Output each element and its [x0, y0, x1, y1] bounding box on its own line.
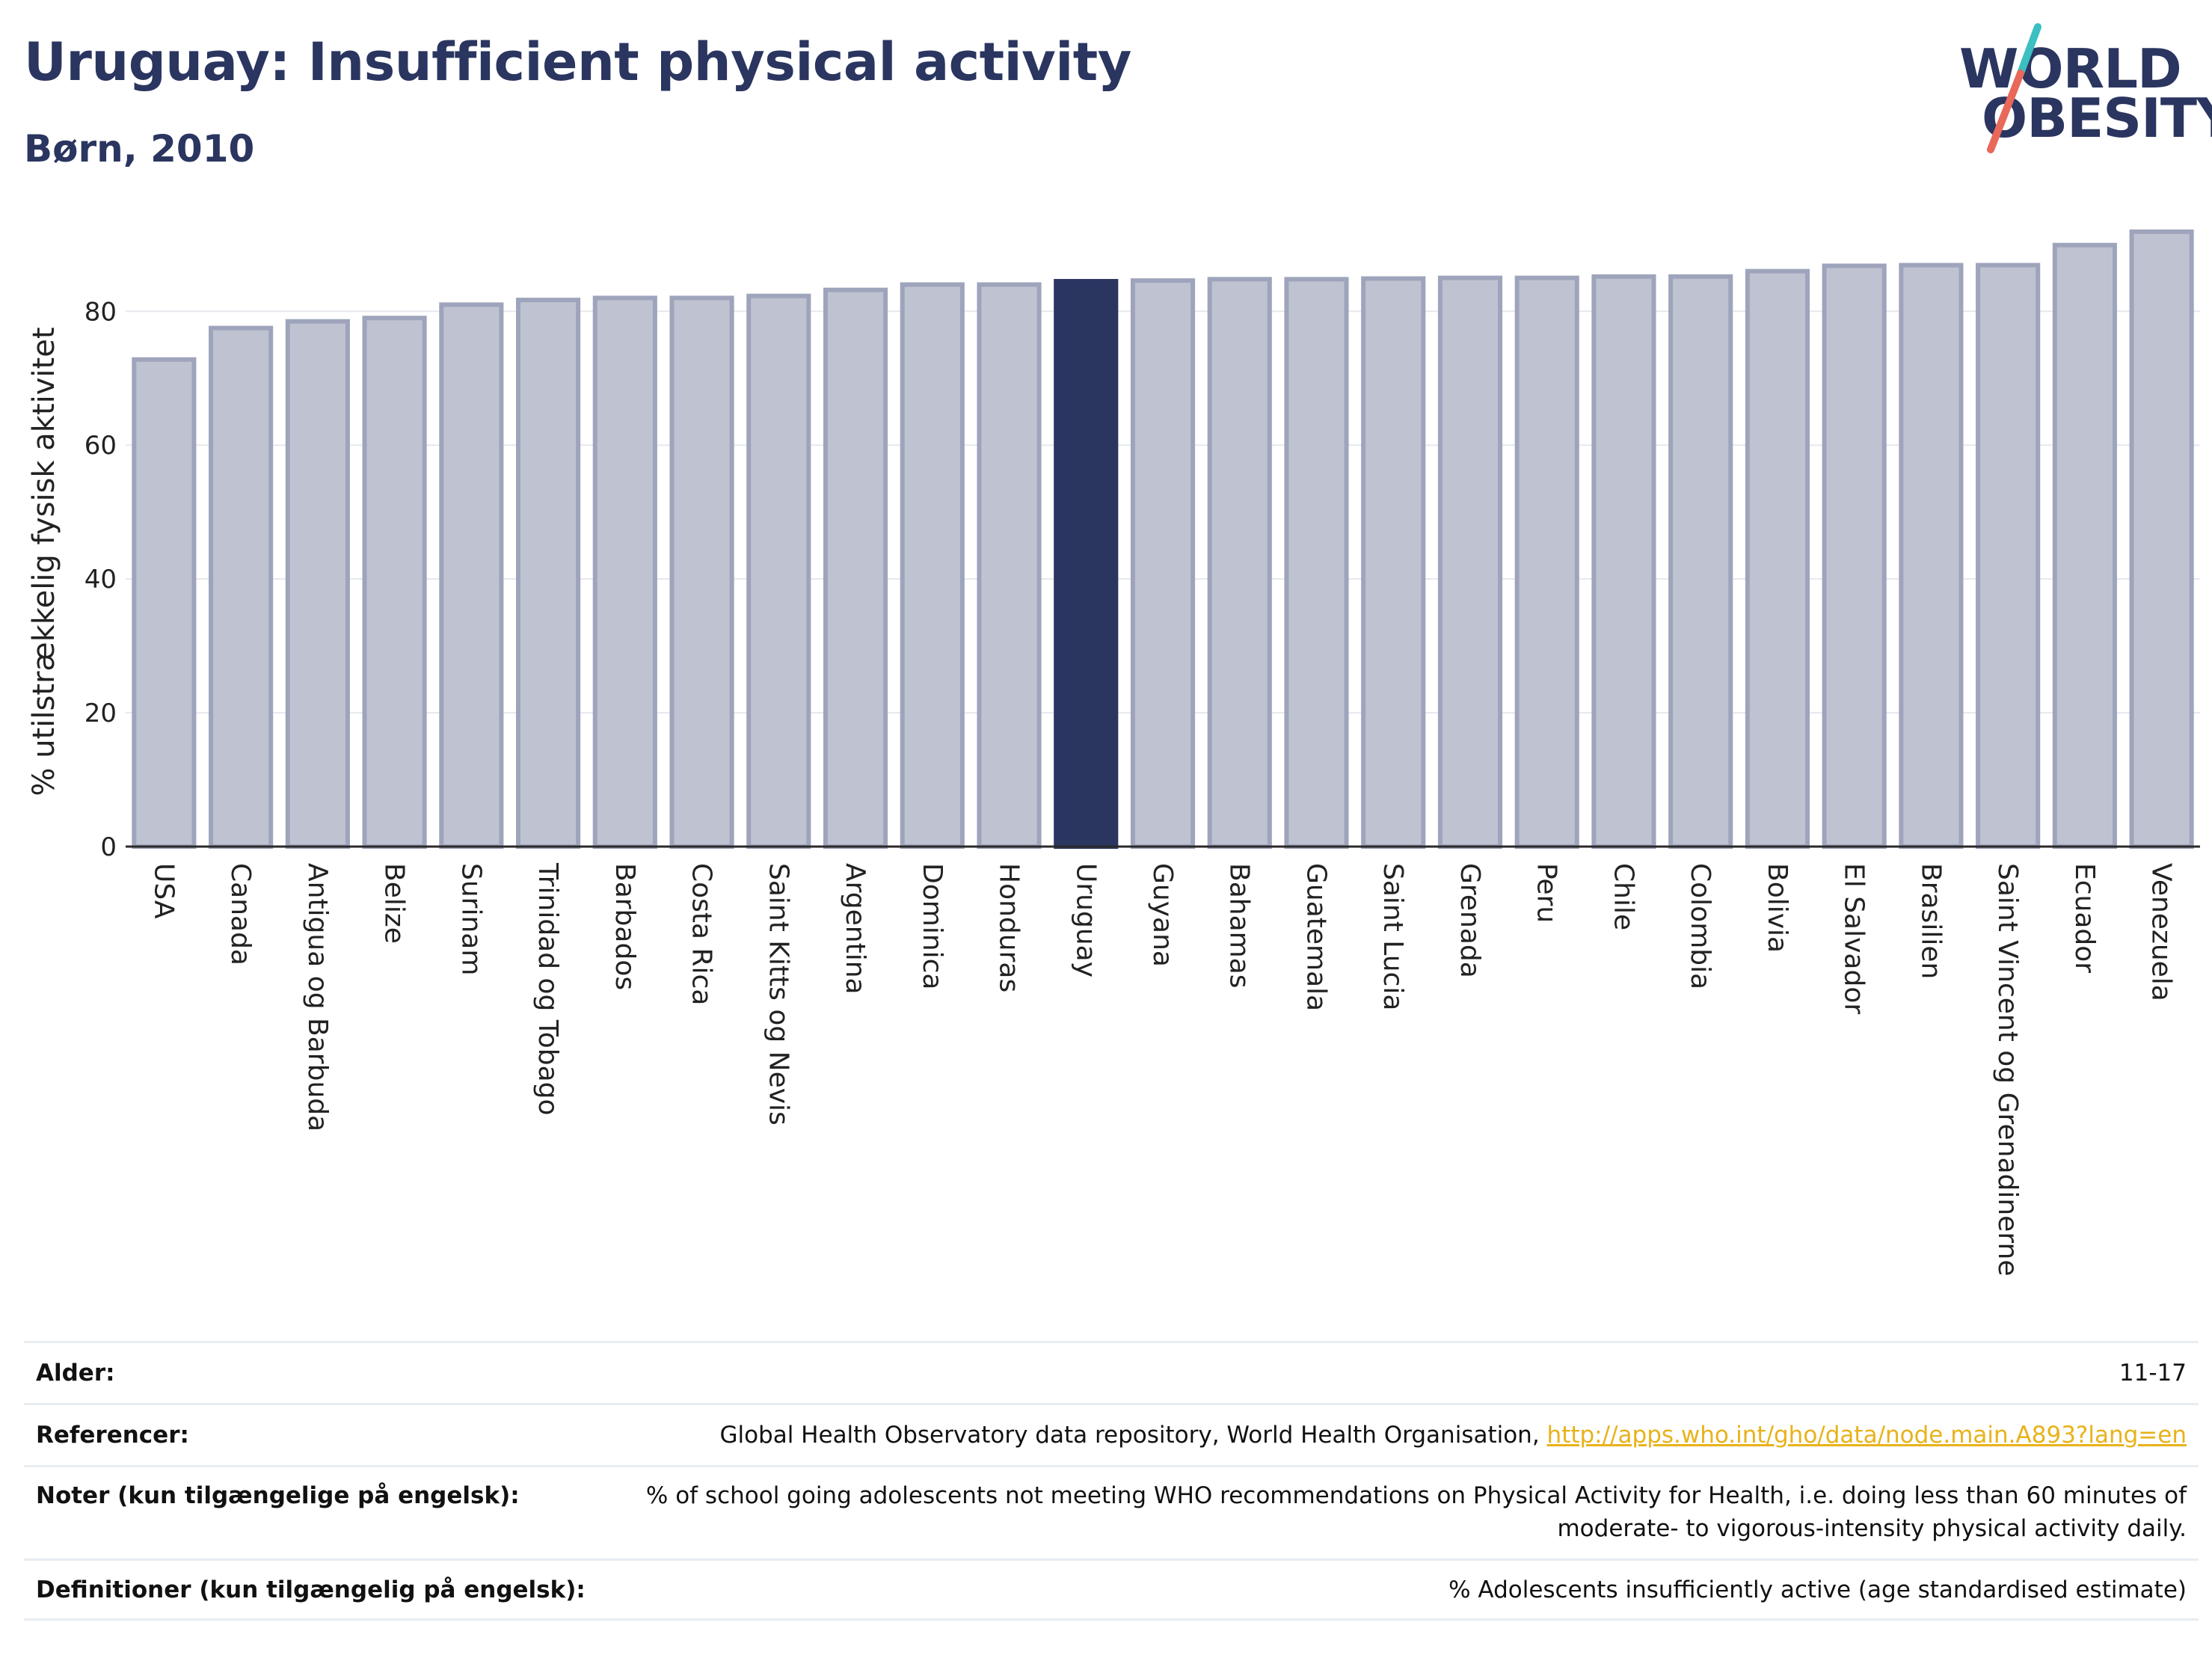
meta-row-definitions: Definitioner (kun tilgængelig på engelsk…	[24, 1559, 2199, 1621]
bar[interactable]	[1514, 275, 1579, 849]
bar[interactable]	[1976, 262, 2041, 850]
bar[interactable]	[977, 282, 1042, 850]
y-tick-label: 20	[85, 698, 117, 728]
x-tick-label: USA	[148, 863, 179, 919]
bar[interactable]	[1668, 274, 1733, 849]
metadata-table: Alder: 11-17 Referencer: Global Health O…	[24, 1341, 2199, 1621]
bar[interactable]	[285, 319, 350, 849]
x-tick-label: Canada	[225, 863, 256, 965]
bar[interactable]	[1591, 274, 1656, 849]
y-axis-label: % utilstrækkelig fysisk aktivitet	[27, 327, 61, 796]
bar[interactable]	[1054, 279, 1119, 849]
x-tick-label: Saint Vincent og Grenadinerne	[1992, 863, 2023, 1276]
x-tick-label: Trinidad og Tobago	[532, 862, 563, 1116]
x-tick-label: Saint Lucia	[1377, 863, 1408, 1010]
meta-label-definitions: Definitioner (kun tilgængelig på engelsk…	[36, 1576, 586, 1603]
logo-slash-icon	[1987, 23, 2042, 153]
x-tick-label: Peru	[1531, 863, 1562, 923]
meta-label-notes: Noter (kun tilgængelige på engelsk):	[36, 1482, 520, 1509]
meta-value-age: 11-17	[2119, 1360, 2187, 1387]
x-tick-label: Barbados	[609, 863, 640, 990]
meta-row-age: Alder: 11-17	[24, 1341, 2199, 1403]
bar[interactable]	[1130, 278, 1196, 849]
logo-line2: OBESITY	[1982, 87, 2212, 150]
x-tick-label: Argentina	[840, 863, 870, 995]
bar[interactable]	[1437, 275, 1503, 849]
y-tick-label: 80	[85, 297, 117, 327]
chart-title: Uruguay: Insufficient physical activity	[24, 31, 1131, 93]
meta-value-definitions: % Adolescents insufficiently active (age…	[1448, 1576, 2187, 1603]
x-tick-label: Bahamas	[1224, 863, 1255, 989]
x-tick-label: Guyana	[1147, 863, 1178, 967]
x-tick-label: Uruguay	[1070, 863, 1101, 977]
meta-value-references: Global Health Observatory data repositor…	[719, 1419, 2187, 1452]
x-tick-label: Grenada	[1454, 863, 1485, 978]
bar[interactable]	[516, 298, 581, 849]
meta-row-references: Referencer: Global Health Observatory da…	[24, 1403, 2199, 1465]
meta-label-references: Referencer:	[36, 1422, 189, 1449]
y-tick-label: 0	[100, 832, 117, 862]
chart-subtitle: Børn, 2010	[24, 127, 255, 171]
x-tick-label: Venezuela	[2146, 863, 2177, 1001]
y-tick-label: 60	[85, 431, 117, 461]
x-tick-label: Honduras	[994, 863, 1024, 992]
bar[interactable]	[1822, 263, 1887, 849]
bar[interactable]	[2129, 229, 2194, 849]
bar[interactable]	[439, 302, 504, 849]
x-tick-label: Saint Kitts og Nevis	[763, 863, 793, 1126]
x-tick-label: Bolivia	[1762, 863, 1792, 953]
bar-chart: 0 20 40 60 80 % utilstrækkelig fysisk aktivit…	[27, 229, 2200, 1276]
x-tick-label: Guatemala	[1300, 863, 1331, 1011]
logo-line1: WORLD	[1959, 37, 2182, 100]
notes-line1: % of school going adolescents not meetin…	[645, 1482, 2187, 1509]
bar[interactable]	[132, 357, 197, 849]
x-tick-label: Dominica	[917, 863, 947, 990]
bar[interactable]	[1361, 276, 1426, 849]
bar[interactable]	[362, 316, 427, 849]
bar[interactable]	[669, 295, 734, 849]
bar[interactable]	[1207, 277, 1272, 849]
x-tick-label: Colombia	[1685, 863, 1715, 989]
x-tick-label: Antigua og Barbuda	[302, 863, 333, 1132]
x-tick-label: El Salvador	[1839, 863, 1870, 1014]
bar[interactable]	[209, 325, 274, 849]
bar[interactable]	[1284, 277, 1349, 849]
meta-value-notes: % of school going adolescents not meetin…	[646, 1479, 2187, 1545]
x-tick-label: Ecuador	[2069, 863, 2100, 973]
x-tick-label: Belize	[379, 863, 410, 944]
x-tick-label: Surinam	[455, 863, 486, 975]
meta-label-age: Alder:	[36, 1360, 115, 1387]
bar[interactable]	[2052, 242, 2117, 849]
bar[interactable]	[592, 295, 657, 849]
x-tick-label: Brasilien	[1915, 863, 1946, 979]
bar[interactable]	[900, 282, 965, 850]
meta-row-notes: Noter (kun tilgængelige på engelsk): % o…	[24, 1465, 2199, 1559]
world-obesity-logo: WORLD OBESITY	[1959, 21, 2212, 163]
x-tick-label: Costa Rica	[686, 863, 717, 1005]
references-link[interactable]: http://apps.who.int/gho/data/node.main.A…	[1546, 1422, 2187, 1449]
bar[interactable]	[1899, 262, 1964, 850]
bar[interactable]	[1745, 268, 1810, 849]
bar[interactable]	[746, 293, 811, 849]
y-tick-label: 40	[85, 565, 117, 595]
notes-line2: moderate- to vigorous-intensity physical…	[1557, 1515, 2187, 1542]
bar[interactable]	[823, 287, 888, 850]
x-tick-label: Chile	[1608, 863, 1638, 930]
references-text: Global Health Observatory data repositor…	[719, 1422, 1547, 1449]
